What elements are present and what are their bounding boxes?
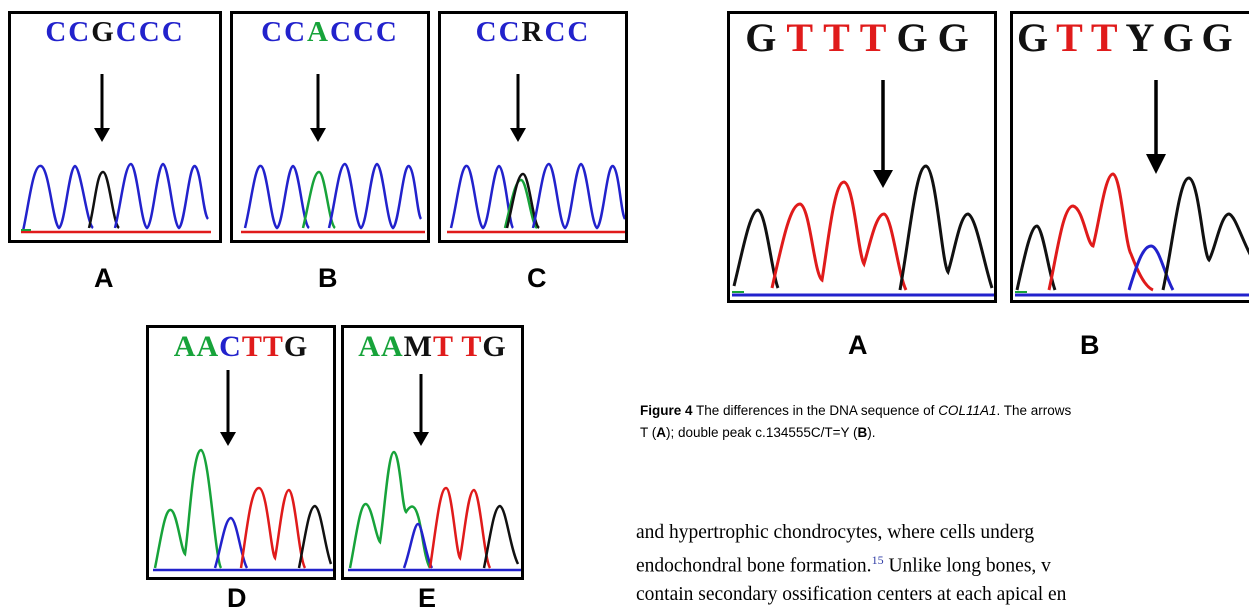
chromatogram-panel-b-left: CCACCC: [230, 11, 430, 243]
panel-label: D: [227, 583, 247, 613]
chromatogram-trace: [447, 74, 625, 234]
chromatogram-trace: [732, 80, 994, 297]
sequence-label: CCGCCC: [45, 16, 185, 48]
body-text-line-1: and hypertrophic chondrocytes, where cel…: [636, 522, 1035, 543]
sequence-label: CCACCC: [261, 16, 399, 48]
chromatogram-panel-b-right: GTTYGG: [1010, 11, 1249, 303]
chromatogram-trace: [21, 74, 211, 234]
sequence-label: CCRCC: [475, 16, 591, 48]
reference-link[interactable]: 15: [871, 553, 884, 567]
chromatogram-trace: [348, 374, 521, 572]
chromatogram-panel-e-left: AAMT TG: [341, 325, 524, 580]
panel-label: B: [318, 263, 338, 293]
caption-line-1: Figure 4 The differences in the DNA sequ…: [640, 403, 1072, 418]
chromatogram-trace: [153, 370, 333, 572]
body-text-line-2: endochondral bone formation.15 Unlike lo…: [636, 553, 1051, 577]
sequence-label: AACTTG: [173, 330, 309, 363]
chromatogram-panel-c-left: CCRCC: [438, 11, 628, 243]
caption-line-2: T (A); double peak c.134555C/T=Y (B).: [640, 425, 876, 440]
chromatogram-trace: [241, 74, 425, 234]
panel-label: A: [848, 330, 868, 360]
panel-label: B: [1080, 330, 1100, 360]
sequence-label: GTTTGG: [745, 15, 979, 60]
sequence-label: GTTYGG: [1017, 15, 1241, 60]
chromatogram-panel-a-left: CCGCCC: [8, 11, 222, 243]
chromatogram-panel-d-left: AACTTG: [146, 325, 336, 580]
figure-caption: Figure 4 The differences in the DNA sequ…: [640, 400, 1249, 444]
chromatogram-panel-a-right: GTTTGG: [727, 11, 997, 303]
panel-label: A: [94, 263, 114, 293]
sequence-label: AAMT TG: [358, 330, 507, 363]
chromatogram-trace: [1015, 80, 1249, 297]
body-text-line-3: contain secondary ossification centers a…: [636, 584, 1067, 605]
panel-label: E: [418, 583, 437, 613]
panel-label: C: [527, 263, 547, 293]
